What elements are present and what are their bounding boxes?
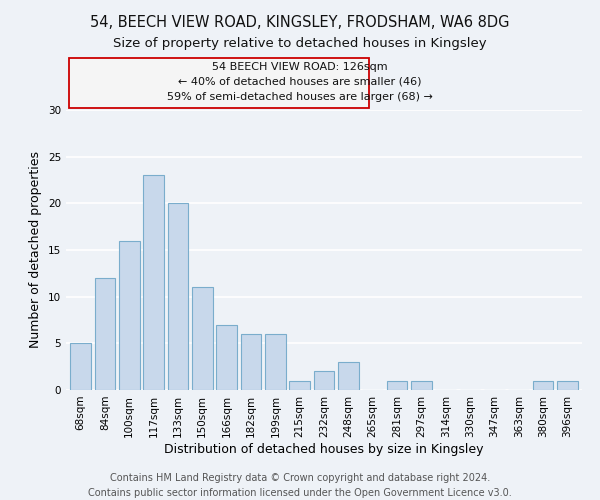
Bar (143, 176, 164, 390)
Text: 59% of semi-detached houses are larger (68) →: 59% of semi-detached houses are larger (… (167, 92, 433, 102)
Bar (338, 362, 359, 390)
Bar (289, 380, 310, 390)
Bar (314, 372, 334, 390)
Bar (95, 278, 115, 390)
Bar (411, 380, 432, 390)
Bar (119, 240, 140, 390)
Y-axis label: Number of detached properties: Number of detached properties (29, 152, 43, 348)
Bar (386, 380, 407, 390)
Bar (216, 324, 237, 390)
Text: Contains HM Land Registry data © Crown copyright and database right 2024.
Contai: Contains HM Land Registry data © Crown c… (88, 472, 512, 498)
Text: 54 BEECH VIEW ROAD: 126sqm: 54 BEECH VIEW ROAD: 126sqm (212, 62, 388, 72)
Bar (533, 380, 553, 390)
Bar (241, 334, 262, 390)
Text: ← 40% of detached houses are smaller (46): ← 40% of detached houses are smaller (46… (178, 76, 422, 86)
Text: Size of property relative to detached houses in Kingsley: Size of property relative to detached ho… (113, 38, 487, 51)
Bar (192, 288, 212, 390)
Text: 54, BEECH VIEW ROAD, KINGSLEY, FRODSHAM, WA6 8DG: 54, BEECH VIEW ROAD, KINGSLEY, FRODSHAM,… (90, 15, 510, 30)
Bar (265, 334, 286, 390)
X-axis label: Distribution of detached houses by size in Kingsley: Distribution of detached houses by size … (164, 442, 484, 456)
Bar (167, 204, 188, 390)
Bar (70, 344, 91, 390)
Bar (557, 380, 578, 390)
